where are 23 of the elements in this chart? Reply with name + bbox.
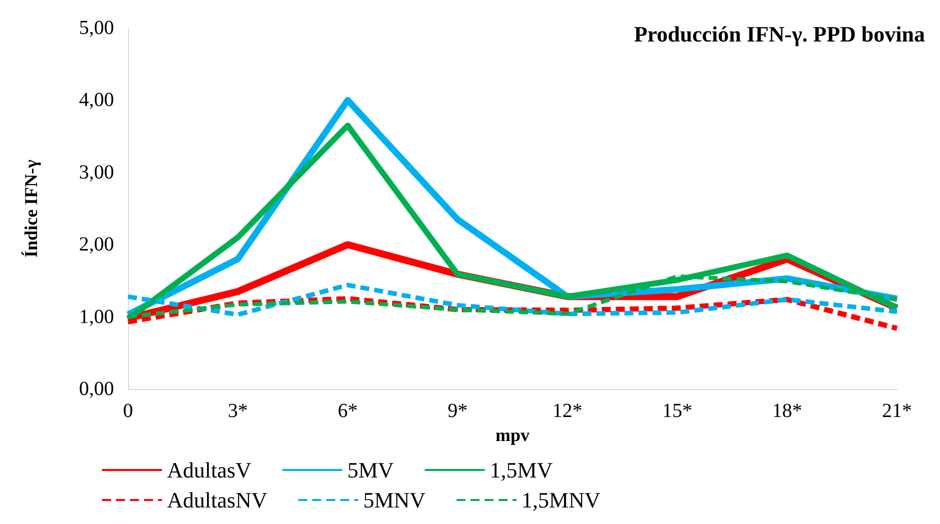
legend-label: 5MNV (363, 488, 426, 512)
legend-label: 1,5MNV (522, 488, 600, 512)
chart-title: Producción IFN-γ. PPD bovina (634, 22, 926, 46)
y-tick-label: 1,00 (79, 306, 114, 328)
y-axis-title: Índice IFN-γ (21, 158, 41, 258)
y-tick-label: 5,00 (79, 17, 114, 39)
x-tick-label: 0 (123, 400, 133, 422)
x-tick-label: 12* (552, 400, 582, 422)
y-tick-label: 3,00 (79, 161, 114, 184)
y-tick-label: 4,00 (79, 89, 114, 112)
y-tick-label: 2,00 (79, 234, 114, 256)
y-tick-label: 0,00 (79, 378, 114, 400)
x-tick-label: 6* (338, 400, 358, 422)
x-tick-label: 18* (772, 400, 802, 422)
x-tick-label: 21* (882, 400, 912, 422)
x-tick-label: 15* (662, 400, 692, 422)
legend-label: 5MV (347, 458, 394, 482)
x-axis-title: mpv (495, 424, 530, 445)
legend-label: AdultasV (167, 458, 252, 482)
legend-label: AdultasNV (167, 488, 268, 512)
x-tick-label: 3* (228, 400, 248, 422)
legend-label: 1,5MV (490, 458, 553, 482)
x-tick-label: 9* (448, 400, 468, 422)
